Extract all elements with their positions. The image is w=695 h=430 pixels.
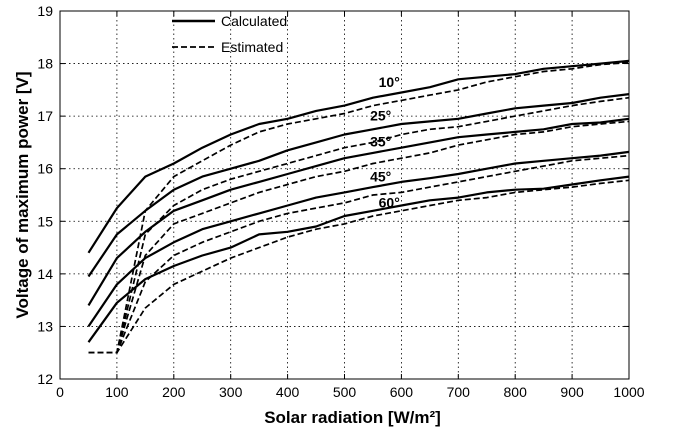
x-tick-label: 500 — [333, 384, 357, 400]
calculated-line-1 — [87, 59, 630, 254]
series-lines — [87, 59, 630, 354]
estimated-line-3 — [88, 120, 630, 354]
curve-annotations: 10° 25° 35° 45° 60° — [370, 74, 400, 210]
x-tick-label: 0 — [56, 384, 64, 400]
calculated-line-4 — [87, 150, 630, 328]
x-tick-label: 100 — [105, 384, 129, 400]
axis-ticks: 0 100 200 300 400 500 600 700 800 900 1000 12 13 14 15… — [37, 3, 644, 400]
x-tick-label: 600 — [390, 384, 414, 400]
estimated-line-2 — [88, 96, 630, 354]
grid-lines — [60, 11, 629, 379]
y-tick-label: 16 — [37, 161, 53, 177]
calculated-line-2 — [87, 93, 630, 278]
y-tick-label: 15 — [37, 213, 53, 229]
y-tick-label: 14 — [37, 266, 53, 282]
x-tick-label: 200 — [162, 384, 186, 400]
y-tick-label: 19 — [37, 3, 53, 19]
x-tick-label: 300 — [219, 384, 243, 400]
angle-label: 10° — [379, 74, 400, 90]
y-axis-title: Voltage of maximum power [V] — [13, 71, 32, 318]
x-axis-title: Solar radiation [W/m²] — [264, 408, 441, 427]
angle-label: 25° — [370, 107, 391, 123]
estimated-line-1 — [88, 61, 630, 354]
x-tick-label: 800 — [504, 384, 528, 400]
angle-label: 45° — [370, 168, 391, 184]
estimated-line-5 — [88, 179, 630, 354]
y-tick-label: 18 — [37, 56, 53, 72]
x-tick-label: 400 — [276, 384, 300, 400]
x-tick-label: 700 — [447, 384, 471, 400]
y-tick-label: 13 — [37, 318, 53, 334]
estimated-line-4 — [88, 154, 630, 354]
legend: Calculated Estimated — [172, 13, 287, 55]
y-tick-label: 17 — [37, 108, 53, 124]
legend-label: Calculated — [221, 13, 287, 29]
angle-label: 35° — [370, 134, 391, 150]
x-tick-label: 1000 — [613, 384, 644, 400]
y-tick-label: 12 — [37, 371, 53, 387]
legend-label: Estimated — [221, 39, 283, 55]
calculated-line-3 — [87, 117, 630, 306]
angle-label: 60° — [379, 195, 400, 211]
calculated-line-5 — [87, 175, 630, 343]
x-tick-label: 900 — [560, 384, 584, 400]
